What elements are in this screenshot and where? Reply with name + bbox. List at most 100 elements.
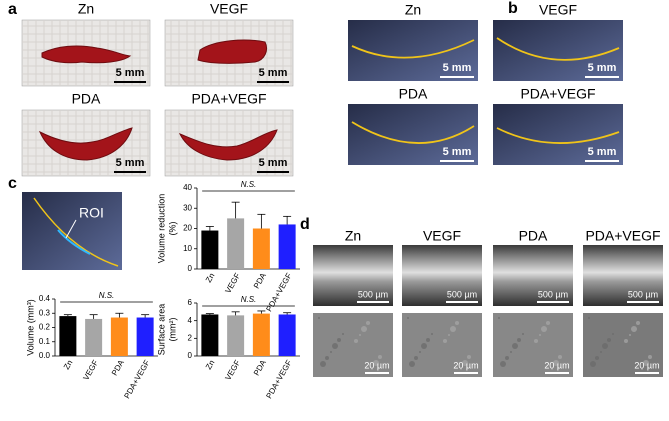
- texture: [534, 339, 538, 343]
- texture: [595, 356, 599, 360]
- x-tick-label: Zn: [204, 359, 216, 372]
- y-tick-label: 0: [188, 351, 193, 360]
- panel-label: a: [8, 1, 17, 18]
- significance-label: N.S.: [99, 291, 115, 300]
- scale-label: 5 mm: [259, 67, 288, 79]
- wire: [33, 197, 119, 267]
- scale-label: 5 mm: [443, 146, 472, 158]
- texture: [602, 343, 608, 349]
- scale-label: 20 µm: [634, 360, 659, 370]
- texture: [512, 343, 518, 349]
- texture: [505, 356, 509, 360]
- bar: [252, 313, 270, 356]
- y-tick-label: 20: [183, 224, 192, 233]
- y-axis-label: Volume (mm³): [25, 299, 35, 356]
- scale-label: 500 µm: [628, 289, 658, 299]
- texture: [624, 339, 628, 343]
- texture: [361, 326, 367, 332]
- texture: [330, 351, 332, 353]
- y-axis-label: Volume reduction: [156, 194, 166, 264]
- texture: [426, 338, 430, 342]
- x-tick-label: PDA: [252, 358, 268, 377]
- image-label: PDA: [72, 91, 101, 107]
- image-label: VEGF: [539, 2, 577, 18]
- texture: [318, 317, 320, 319]
- x-tick-label: VEGF: [223, 271, 242, 294]
- column-label: PDA+VEGF: [585, 228, 660, 244]
- x-tick-label: VEGF: [223, 358, 242, 381]
- y-tick-label: 0.4: [39, 294, 51, 303]
- texture: [629, 334, 631, 336]
- tissue: [197, 39, 268, 64]
- roi-pointer: [65, 219, 77, 239]
- sem-low: [583, 245, 663, 306]
- bar: [278, 314, 296, 356]
- texture: [366, 321, 370, 325]
- bar: [227, 315, 245, 356]
- significance-label: N.S.: [241, 295, 257, 304]
- y-tick-label: 0: [188, 264, 193, 273]
- texture: [541, 326, 547, 332]
- image-label: PDA+VEGF: [191, 91, 266, 107]
- photo: [348, 20, 478, 81]
- scale-label: 20 µm: [364, 360, 389, 370]
- y-tick-label: 0.3: [39, 308, 51, 317]
- image-label: Zn: [78, 1, 94, 17]
- texture: [510, 351, 512, 353]
- y-tick-label: 2: [188, 333, 193, 342]
- tissue: [38, 127, 133, 161]
- bar: [278, 224, 296, 269]
- column-label: Zn: [345, 228, 361, 244]
- x-tick-label: PDA: [110, 358, 126, 377]
- image-label: PDA: [399, 86, 428, 102]
- texture: [590, 361, 596, 367]
- panel-label: d: [300, 216, 310, 233]
- sem-high: [313, 313, 393, 377]
- y-tick-label: 0.0: [39, 351, 51, 360]
- x-tick-label: PDA+VEGF: [122, 358, 151, 400]
- x-tick-label: VEGF: [81, 358, 100, 381]
- image-label: VEGF: [210, 1, 248, 17]
- roi-segment: [57, 229, 91, 255]
- texture: [612, 333, 614, 335]
- scale-label: 5 mm: [588, 62, 617, 74]
- x-tick-label: PDA: [252, 271, 268, 290]
- panel-label: c: [8, 175, 17, 192]
- sem-low: [493, 245, 573, 306]
- wire: [351, 121, 475, 144]
- texture: [371, 368, 373, 370]
- image-label: PDA+VEGF: [520, 86, 595, 102]
- y-axis-label: (mm²): [167, 318, 177, 342]
- texture: [522, 333, 524, 335]
- texture: [409, 361, 415, 367]
- x-tick-label: Zn: [204, 272, 216, 285]
- scale-label: 500 µm: [447, 289, 477, 299]
- texture: [320, 361, 326, 367]
- x-tick-label: PDA+VEGF: [264, 271, 293, 313]
- texture: [517, 338, 521, 342]
- scale-label: 5 mm: [259, 157, 288, 169]
- roi-label: ROI: [79, 205, 104, 221]
- y-tick-label: 30: [183, 203, 192, 212]
- column-label: PDA: [519, 228, 548, 244]
- scale-label: 500 µm: [358, 289, 388, 299]
- scale-label: 20 µm: [544, 360, 569, 370]
- texture: [407, 317, 409, 319]
- photo: [493, 20, 623, 81]
- tissue: [41, 45, 132, 64]
- sem-high: [402, 313, 482, 377]
- texture: [325, 356, 329, 360]
- sem-low: [402, 245, 482, 306]
- bar: [252, 228, 270, 269]
- texture: [443, 339, 447, 343]
- wire: [351, 39, 475, 59]
- texture: [588, 317, 590, 319]
- texture: [450, 326, 456, 332]
- photo: [22, 192, 122, 270]
- scale-label: 5 mm: [588, 146, 617, 158]
- texture: [354, 339, 358, 343]
- texture: [421, 343, 427, 349]
- bar: [201, 230, 219, 269]
- significance-label: N.S.: [241, 180, 257, 189]
- y-tick-label: 6: [188, 298, 193, 307]
